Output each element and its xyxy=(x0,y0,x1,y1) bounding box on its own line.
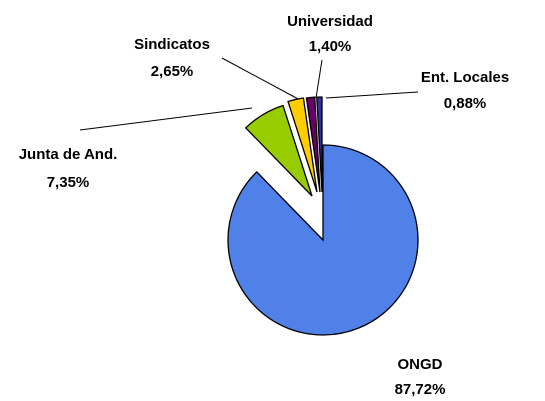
slice-label: Junta de And. xyxy=(19,146,118,163)
pie-slice xyxy=(287,97,318,193)
slice-label: Universidad xyxy=(287,13,373,30)
leader-lines xyxy=(79,57,419,131)
pie-slice xyxy=(244,104,313,197)
leader-line xyxy=(221,57,301,101)
slice-label: Ent. Locales xyxy=(421,69,509,86)
leader-line xyxy=(325,91,419,99)
leader-line xyxy=(315,59,323,99)
slice-value-label: 0,88% xyxy=(444,95,487,112)
pie-slice xyxy=(316,96,323,193)
slice-label: ONGD xyxy=(398,356,443,373)
slice-value-label: 2,65% xyxy=(151,63,194,80)
leader-line xyxy=(79,107,253,131)
slice-label: Sindicatos xyxy=(134,36,210,53)
pie-slice xyxy=(305,96,321,193)
slice-value-label: 1,40% xyxy=(309,38,352,55)
slice-value-label: 87,72% xyxy=(395,381,446,398)
slice-value-label: 7,35% xyxy=(47,174,90,191)
pie-slice xyxy=(227,144,419,336)
